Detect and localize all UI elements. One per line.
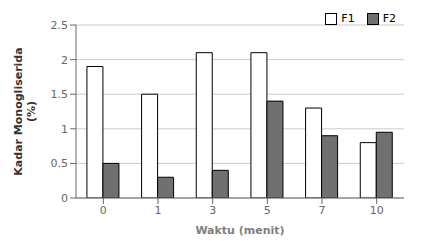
html-text:F2: F2 — [382, 12, 396, 25]
svg-text:2: 2 — [61, 54, 68, 67]
svg-text:5: 5 — [264, 204, 271, 217]
html-text:F1: F1 — [341, 12, 355, 25]
svg-text:3: 3 — [209, 204, 216, 217]
svg-text:0.5: 0.5 — [51, 157, 69, 170]
svg-text:2.5: 2.5 — [51, 19, 69, 32]
svg-text:Waktu (menit): Waktu (menit) — [195, 224, 284, 237]
svg-text:1: 1 — [155, 204, 162, 217]
svg-text:10: 10 — [370, 204, 384, 217]
svg-text:0: 0 — [100, 204, 107, 217]
svg-text:0: 0 — [61, 192, 68, 205]
svg-text:Kadar Monogliserida(%): Kadar Monogliserida(%) — [12, 47, 38, 175]
svg-text:7: 7 — [319, 204, 326, 217]
svg-text:1: 1 — [61, 123, 68, 136]
svg-text:1.5: 1.5 — [51, 88, 69, 101]
